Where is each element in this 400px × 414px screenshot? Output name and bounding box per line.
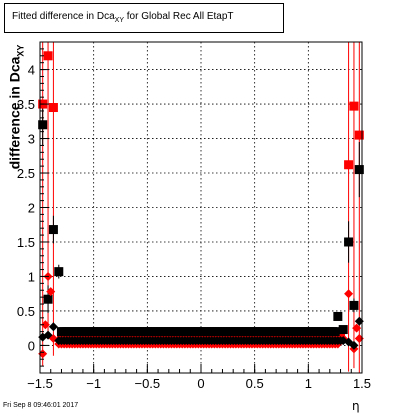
data-point-square: [349, 300, 359, 310]
y-tick-label: 3.5: [17, 97, 35, 112]
data-point-square: [54, 267, 64, 277]
grid-lines: [40, 42, 362, 373]
y-tick-label: 3: [28, 132, 35, 147]
y-tick-label: 4: [28, 63, 35, 78]
data-point-diamond: [48, 322, 58, 332]
data-point-diamond: [344, 289, 354, 299]
x-tick-label: 0.5: [246, 376, 264, 391]
data-point-diamond: [46, 287, 56, 297]
data-point-square: [48, 103, 58, 113]
chart-title: Fitted difference in DcaXY for Global Re…: [12, 11, 234, 24]
y-tick-label: 2.5: [17, 166, 35, 181]
data-point-square: [354, 130, 364, 140]
x-tick-label: −0.5: [134, 376, 160, 391]
data-point-square: [344, 160, 354, 170]
x-tick-label: −1.5: [27, 376, 53, 391]
y-tick-label: 1.5: [17, 235, 35, 250]
data-point-square: [349, 101, 359, 111]
data-point-square: [333, 311, 343, 321]
axis-ticks: −1.5 −1 −0.5 0 0.5 1 1.5 0 0.5 1 1.5 2 2.5 3 3.5 4: [17, 41, 371, 391]
x-tick-label: 1: [305, 376, 312, 391]
y-tick-label: 2: [28, 201, 35, 216]
data-point-square: [43, 51, 53, 61]
timestamp-footer: Fri Sep 8 09:46:01 2017: [3, 402, 79, 409]
data-point-square: [354, 165, 364, 175]
y-axis-label: difference in DcaXY: [6, 44, 26, 170]
data-markers: [38, 51, 364, 359]
y-tick-label: 0.5: [17, 304, 35, 319]
data-point-diamond: [352, 323, 362, 333]
chart-title-box: Fitted difference in DcaXY for Global Re…: [4, 3, 284, 33]
y-tick-label: 0: [28, 338, 35, 353]
data-point-square: [330, 327, 340, 337]
plot-frame: [39, 41, 363, 374]
data-point-square: [48, 225, 58, 235]
data-point-square: [344, 237, 354, 247]
data-point-diamond: [349, 340, 359, 350]
x-axis-label: η: [352, 399, 360, 413]
y-tick-label: 1: [28, 269, 35, 284]
data-point-square: [338, 325, 348, 335]
data-point-diamond: [43, 330, 53, 340]
x-tick-label: −1: [86, 376, 101, 391]
x-tick-label: 0: [197, 376, 204, 391]
data-point-square: [43, 294, 53, 304]
x-tick-label: 1.5: [353, 376, 371, 391]
data-point-diamond: [40, 320, 50, 330]
